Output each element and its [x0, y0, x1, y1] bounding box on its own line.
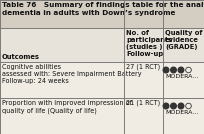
- Text: MODERA…: MODERA…: [165, 74, 199, 79]
- Text: Proportion with improved impression of
quality of life (Quality of life): Proportion with improved impression of q…: [2, 100, 132, 113]
- Text: Table 76   Summary of findings table for the analysis of don: Table 76 Summary of findings table for t…: [2, 2, 204, 8]
- Bar: [0, 62, 204, 98]
- Bar: [0, 0, 204, 28]
- Text: dementia in adults with Down’s syndrome: dementia in adults with Down’s syndrome: [2, 10, 175, 16]
- Bar: [0, 98, 204, 134]
- Text: Quality of
evidence
(GRADE): Quality of evidence (GRADE): [165, 30, 202, 50]
- Text: Cognitive abilities
assessed with: Severe Impairment Battery
Follow-up: 24 weeks: Cognitive abilities assessed with: Sever…: [2, 64, 142, 84]
- Text: No. of
participants
(studies )
Follow-up: No. of participants (studies ) Follow-up: [126, 30, 172, 57]
- Text: 21 (1 RCT): 21 (1 RCT): [126, 100, 160, 107]
- Text: MODERA…: MODERA…: [165, 110, 199, 115]
- Text: 27 (1 RCT): 27 (1 RCT): [126, 64, 160, 70]
- Circle shape: [178, 67, 184, 73]
- Circle shape: [178, 103, 184, 109]
- Text: Outcomes: Outcomes: [2, 54, 40, 60]
- Circle shape: [163, 103, 169, 109]
- Circle shape: [171, 67, 176, 73]
- Circle shape: [163, 67, 169, 73]
- Bar: [0, 28, 204, 62]
- Circle shape: [171, 103, 176, 109]
